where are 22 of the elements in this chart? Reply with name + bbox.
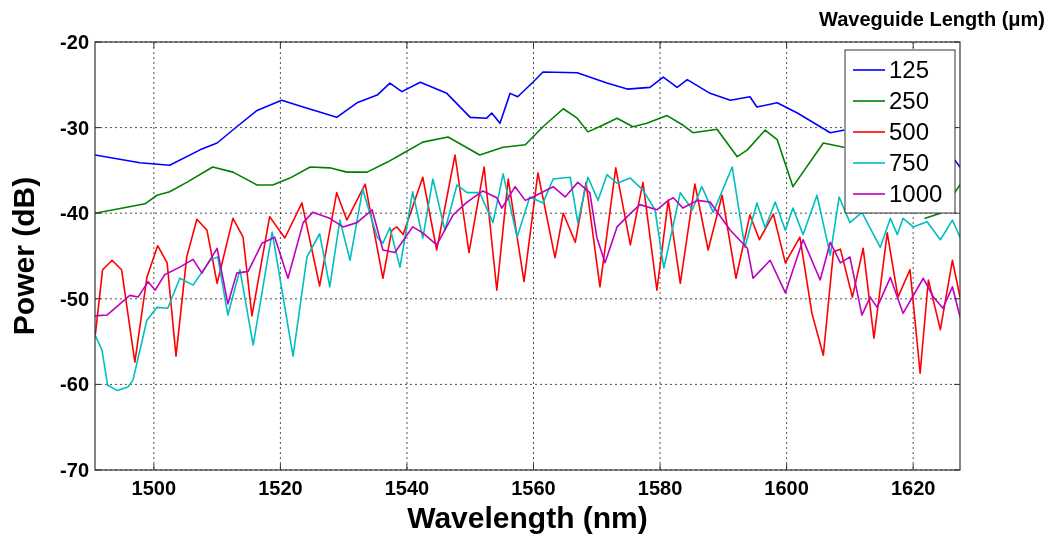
y-tick-label: -50	[60, 287, 89, 310]
legend-label: 500	[889, 118, 930, 146]
x-axis-title: Wavelength (nm)	[407, 501, 648, 534]
x-tick-label: 1540	[384, 477, 430, 499]
y-tick-label: -30	[60, 116, 89, 139]
x-tick-label: 1560	[511, 477, 556, 499]
legend-label: 125	[889, 56, 930, 84]
y-tick-label: -40	[60, 202, 89, 225]
legend-label: 750	[889, 149, 930, 177]
y-tick-label: -70	[60, 459, 89, 481]
y-axis-title: Power (dB)	[7, 176, 40, 336]
y-tick-label: -20	[60, 31, 89, 53]
y-tick-label: -60	[60, 373, 89, 396]
line-series	[95, 181, 960, 318]
x-tick-label: 1600	[764, 477, 809, 499]
x-tick-label: 1580	[637, 477, 683, 499]
x-tick-label: 1620	[890, 477, 936, 499]
legend-title: Waveguide Length (μm)	[819, 8, 1045, 30]
x-tick-label: 1500	[131, 477, 177, 499]
legend-label: 1000	[889, 180, 943, 208]
x-tick-label: 1520	[258, 477, 303, 499]
legend-label: 250	[889, 87, 930, 115]
